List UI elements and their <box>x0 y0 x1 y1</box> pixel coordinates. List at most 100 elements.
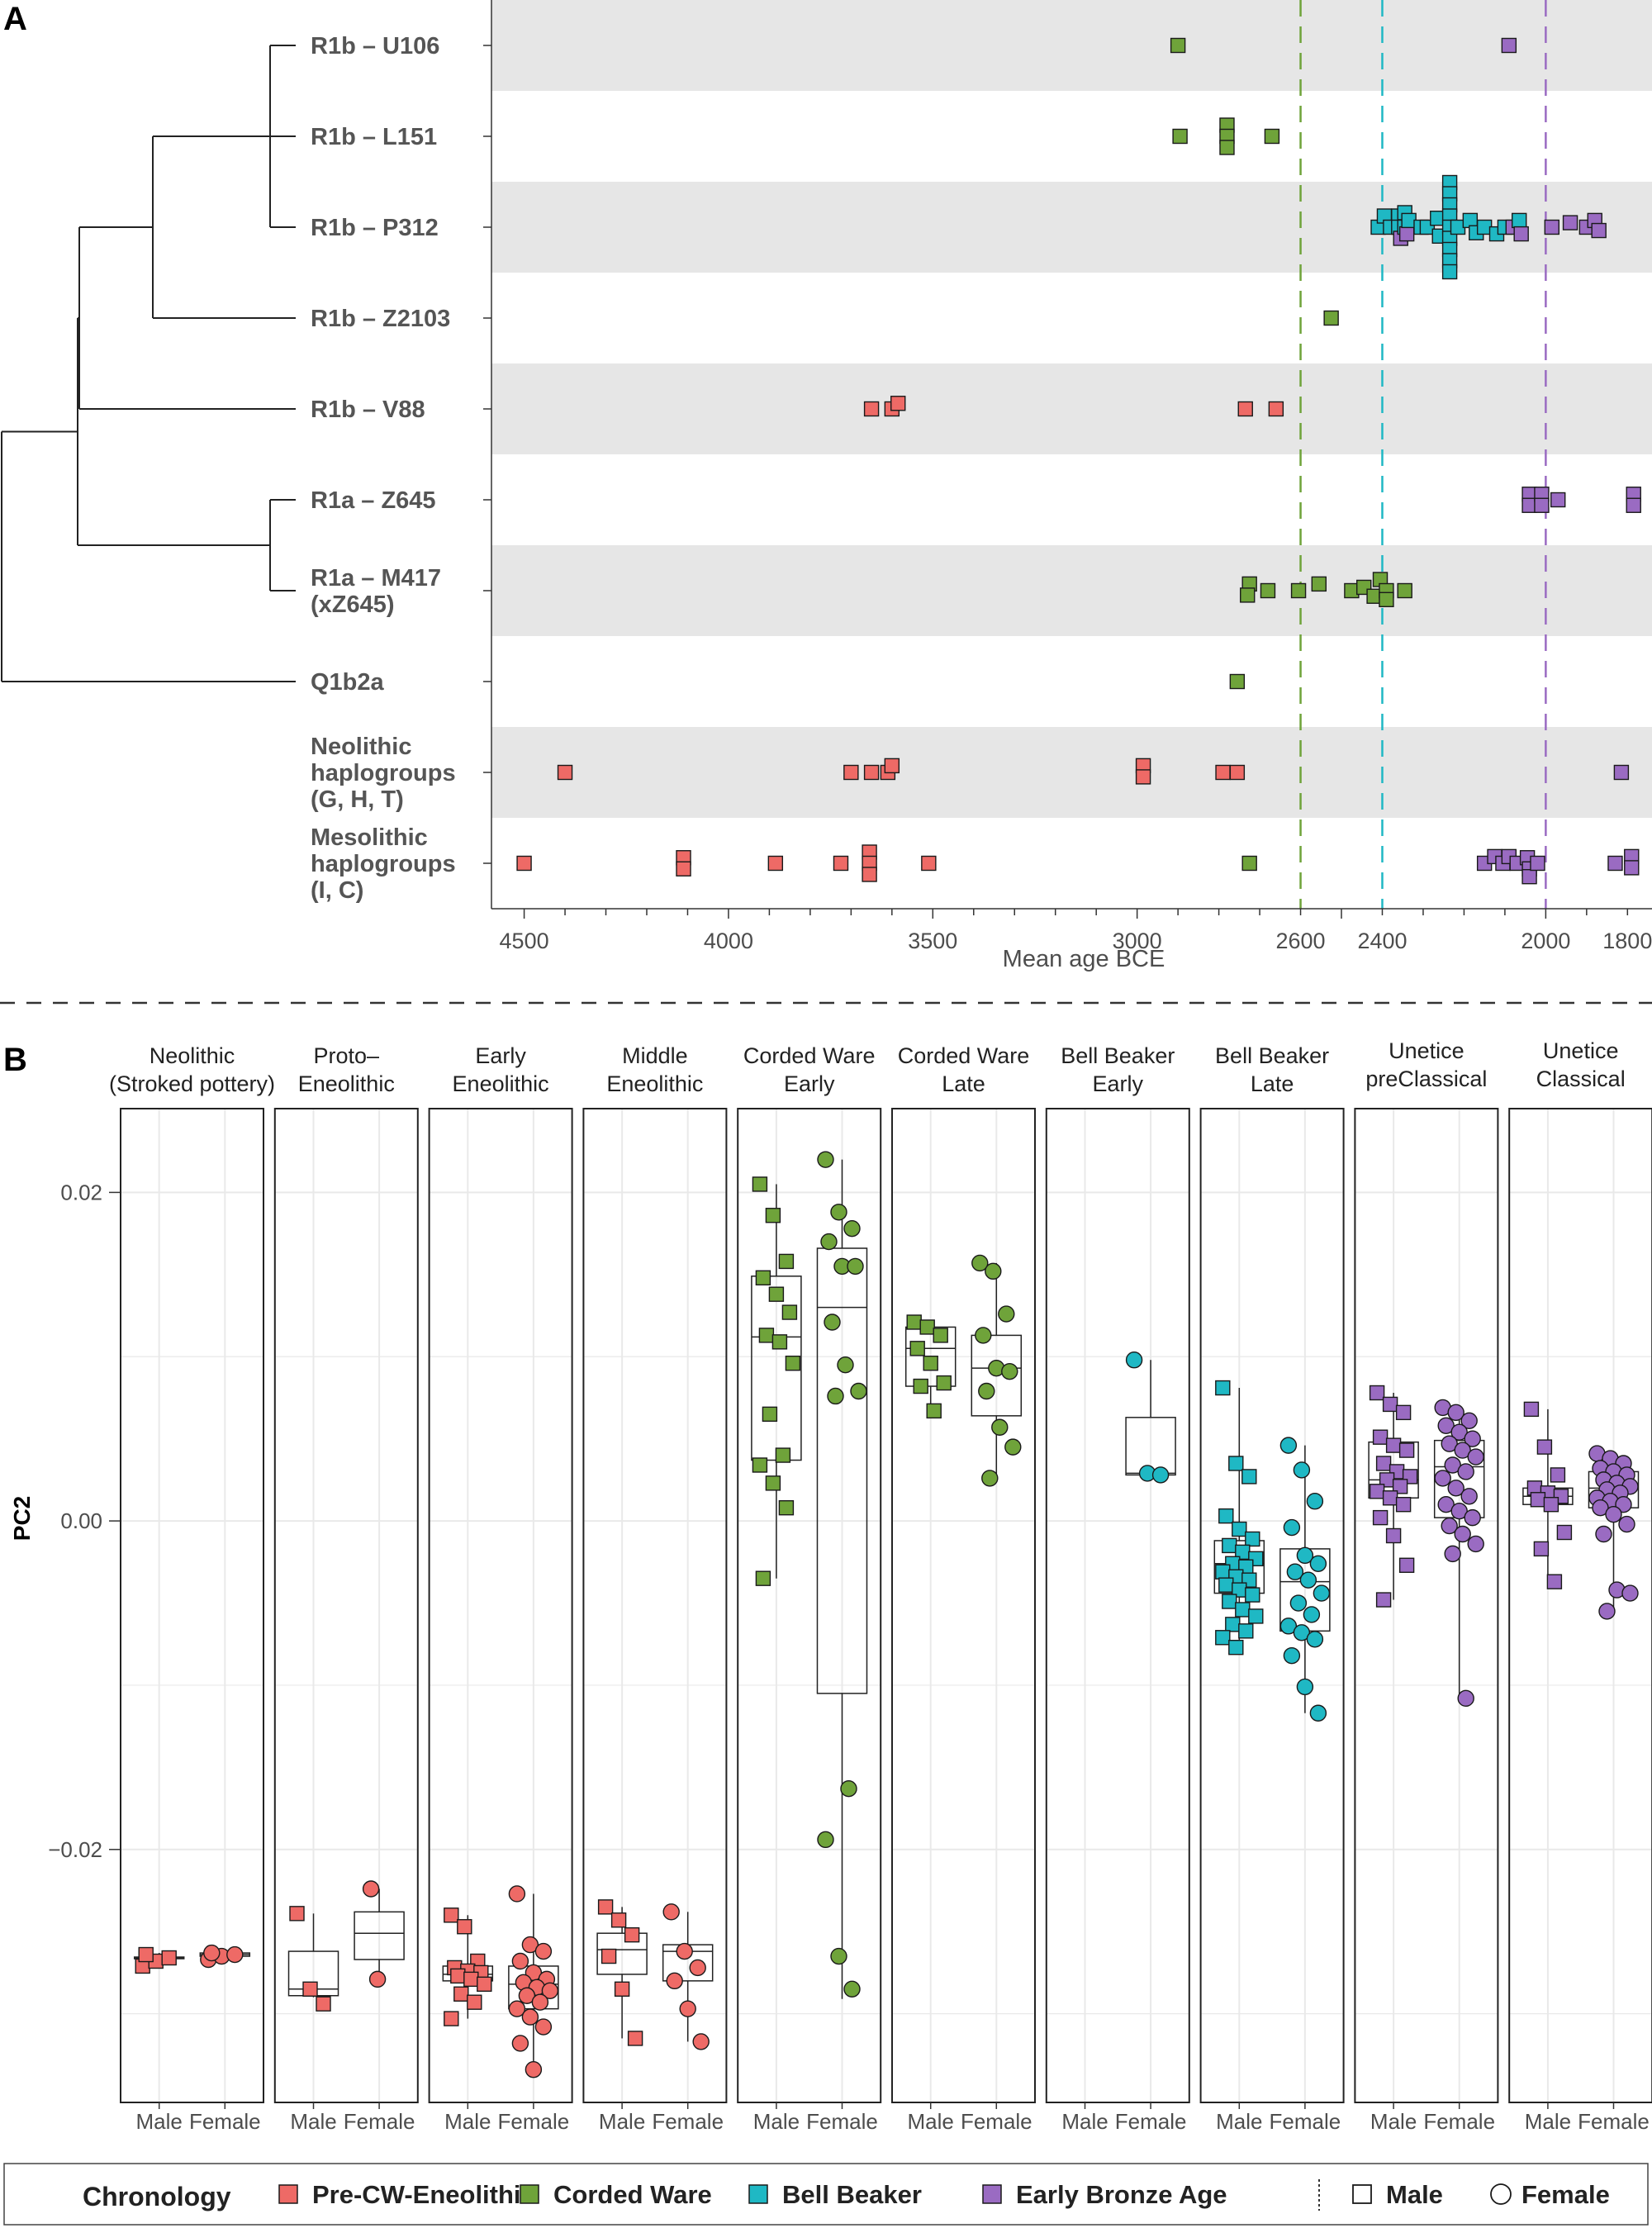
point-female <box>847 1257 864 1276</box>
facet-title: Middle <box>622 1043 688 1068</box>
x-tick-label: Female <box>1270 2109 1341 2134</box>
point-female <box>666 1972 683 1990</box>
point-male <box>316 1996 331 2012</box>
x-axis: 4500 4000 3500 3000 2600 2400 2000 1800 <box>483 0 1652 953</box>
point-female <box>1464 1430 1481 1447</box>
point-male <box>781 1304 798 1320</box>
point-female <box>998 1305 1015 1323</box>
y-axis: 0.02 0.00 −0.02 <box>48 1180 121 1862</box>
point-bell-beaker <box>1512 212 1527 229</box>
point-corded-ware <box>1170 37 1186 54</box>
point-pre-cw-eneolithic <box>767 855 784 872</box>
y-tick-label: 0.02 <box>60 1180 102 1204</box>
point-corded-ware <box>1323 310 1339 326</box>
x-tick-label: Male <box>753 2109 800 2134</box>
point-female <box>541 1982 559 1999</box>
point-female <box>1460 1488 1478 1505</box>
x-tick-label: Male <box>290 2109 336 2134</box>
point-early-bronze-age <box>1398 226 1415 242</box>
point-female <box>1296 1546 1314 1565</box>
point-female <box>1464 1508 1481 1527</box>
point-male <box>1385 1437 1402 1453</box>
facet-frame <box>1199 1108 1345 2103</box>
point-male <box>1382 1490 1398 1506</box>
x-tick-label: Male <box>444 2109 491 2134</box>
point-corded-ware <box>1241 855 1257 872</box>
point-male <box>1375 1592 1392 1608</box>
point-corded-ware <box>1229 673 1246 690</box>
point-female <box>511 1952 529 1970</box>
x-tick-label: Male <box>1216 2109 1262 2134</box>
facet-corded-ware-early: Corded Ware Early Male Female <box>737 1043 882 2134</box>
point-male <box>1222 1594 1237 1609</box>
legend-swatch-early-bronze-age <box>982 2184 1002 2204</box>
point-male <box>775 1447 791 1463</box>
point-pre-cw-eneolithic <box>557 764 573 781</box>
facet-title: Eneolithic <box>453 1071 549 1096</box>
point-female <box>534 1942 553 1960</box>
panel-a-chart: R1b – U106 R1b – L151 R1b – P312 R1b – Z210… <box>1 0 1652 972</box>
point-female <box>1621 1584 1639 1602</box>
point-male <box>1232 1521 1247 1537</box>
point-male <box>1215 1564 1231 1580</box>
facet-title: Bell Beaker <box>1061 1043 1175 1068</box>
haplogroup-labels: R1b – U106 R1b – L151 R1b – P312 R1b – Z210… <box>311 33 456 904</box>
point-male <box>289 1906 305 1922</box>
row-bands <box>491 0 1652 818</box>
point-female <box>676 1942 693 1960</box>
x-tick-label: 2000 <box>1521 929 1570 953</box>
point-early-bronze-age <box>1624 860 1640 876</box>
haplogroup-label: R1b – L151 <box>311 124 437 150</box>
point-female <box>1437 1417 1455 1434</box>
x-tick-label: Male <box>136 2109 183 2134</box>
point-female <box>1454 1525 1471 1543</box>
point-female <box>830 1947 847 1965</box>
point-male <box>755 1270 771 1286</box>
box-female <box>816 1247 868 1694</box>
point-female <box>1151 1466 1170 1484</box>
point-female <box>362 1880 380 1898</box>
point-female <box>971 1254 989 1272</box>
point-female <box>679 2000 696 2017</box>
point-male <box>919 1319 935 1335</box>
point-female <box>1296 1678 1314 1696</box>
point-male <box>1215 1380 1231 1396</box>
point-female <box>203 1944 221 1962</box>
point-male <box>1369 1385 1385 1401</box>
facet-bell-beaker-late: Bell Beaker Late Male Female <box>1199 1043 1345 2134</box>
point-male <box>762 1406 778 1423</box>
point-female <box>1615 1496 1632 1513</box>
facet-frame <box>120 1108 264 2103</box>
point-female <box>1437 1496 1455 1513</box>
point-pre-cw-eneolithic <box>833 855 849 872</box>
haplogroup-label: R1b – P312 <box>311 215 439 241</box>
point-male <box>624 1926 640 1943</box>
row-band <box>491 0 1652 91</box>
point-corded-ware <box>1264 128 1280 145</box>
point-female <box>1286 1563 1304 1580</box>
point-male <box>771 1334 788 1350</box>
facets: Neolithic(Stroked pottery)Male FemaleProt… <box>109 1038 1652 2134</box>
point-female <box>1444 1545 1461 1563</box>
point-early-bronze-age <box>1530 855 1545 872</box>
legend-frame <box>3 2163 1649 2226</box>
point-early-bronze-age <box>1521 868 1537 885</box>
point-male <box>758 1328 775 1343</box>
x-tick-label: Female <box>1578 2109 1650 2134</box>
point-male <box>467 1994 482 2010</box>
point-male <box>1375 1456 1392 1471</box>
point-male <box>765 1208 781 1223</box>
point-female <box>1283 1518 1301 1537</box>
facet-corded-ware-late: Corded Ware Late Male Female <box>891 1043 1036 2134</box>
point-male <box>1248 1608 1264 1624</box>
point-corded-ware <box>1379 591 1394 607</box>
point-early-bronze-age <box>1550 492 1566 508</box>
point-pre-cw-eneolithic <box>1135 769 1151 785</box>
facet-title: Proto– <box>314 1043 380 1068</box>
point-female <box>837 1356 854 1374</box>
x-tick-label: 2600 <box>1276 929 1326 953</box>
point-early-bronze-age <box>1613 764 1630 781</box>
x-tick-label: Female <box>652 2109 724 2134</box>
legend-label: Corded Ware <box>553 2180 712 2209</box>
point-male <box>1392 1479 1408 1494</box>
